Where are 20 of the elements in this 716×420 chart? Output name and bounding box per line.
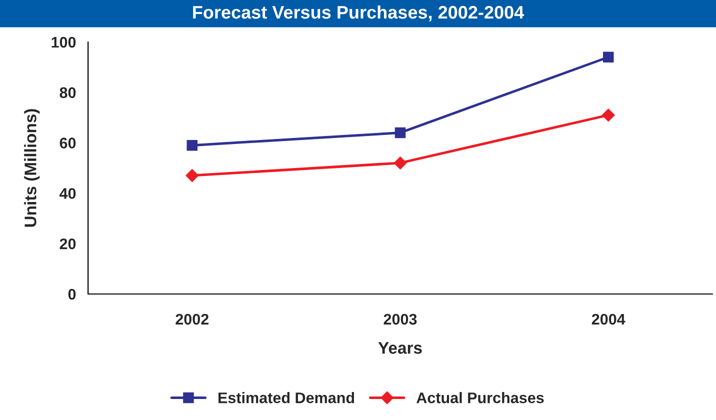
y-tick-label: 80 bbox=[60, 87, 76, 98]
y-tick-label: 0 bbox=[68, 288, 76, 300]
point bbox=[394, 127, 406, 138]
point bbox=[186, 140, 198, 151]
legend-label: Estimated Demand bbox=[218, 392, 354, 404]
point bbox=[602, 52, 614, 62]
y-tick-label: 40 bbox=[60, 188, 76, 199]
y-axis-title: Units (Millions) bbox=[24, 109, 40, 227]
chart-title: Forecast Versus Purchases, 2002-2004 bbox=[193, 5, 524, 22]
x-tick-label: 2003 bbox=[384, 314, 417, 325]
point bbox=[602, 108, 615, 122]
y-tick-label: 100 bbox=[52, 36, 76, 48]
point bbox=[186, 169, 199, 182]
x-tick-label: 2002 bbox=[176, 314, 209, 325]
x-axis-title: Years bbox=[378, 342, 422, 354]
legend-label: Actual Purchases bbox=[416, 392, 544, 404]
y-tick-label: 20 bbox=[60, 238, 76, 250]
y-tick-label: 60 bbox=[60, 138, 76, 148]
x-tick-label: 2004 bbox=[592, 314, 626, 325]
point bbox=[394, 156, 407, 170]
